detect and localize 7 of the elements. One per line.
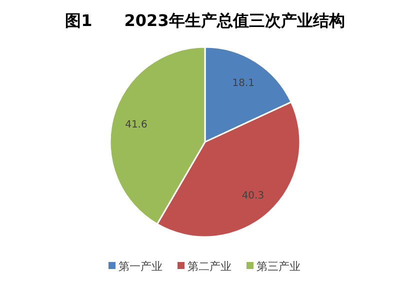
legend-label: 第一产业	[118, 260, 162, 273]
data-label: 41.6	[125, 119, 148, 130]
legend-label: 第二产业	[188, 260, 232, 273]
chart-title: 图1 2023年生产总值三次产业结构	[65, 11, 345, 30]
data-label: 18.1	[232, 78, 254, 89]
legend-label: 第三产业	[256, 260, 300, 273]
data-label: 40.3	[242, 190, 264, 202]
